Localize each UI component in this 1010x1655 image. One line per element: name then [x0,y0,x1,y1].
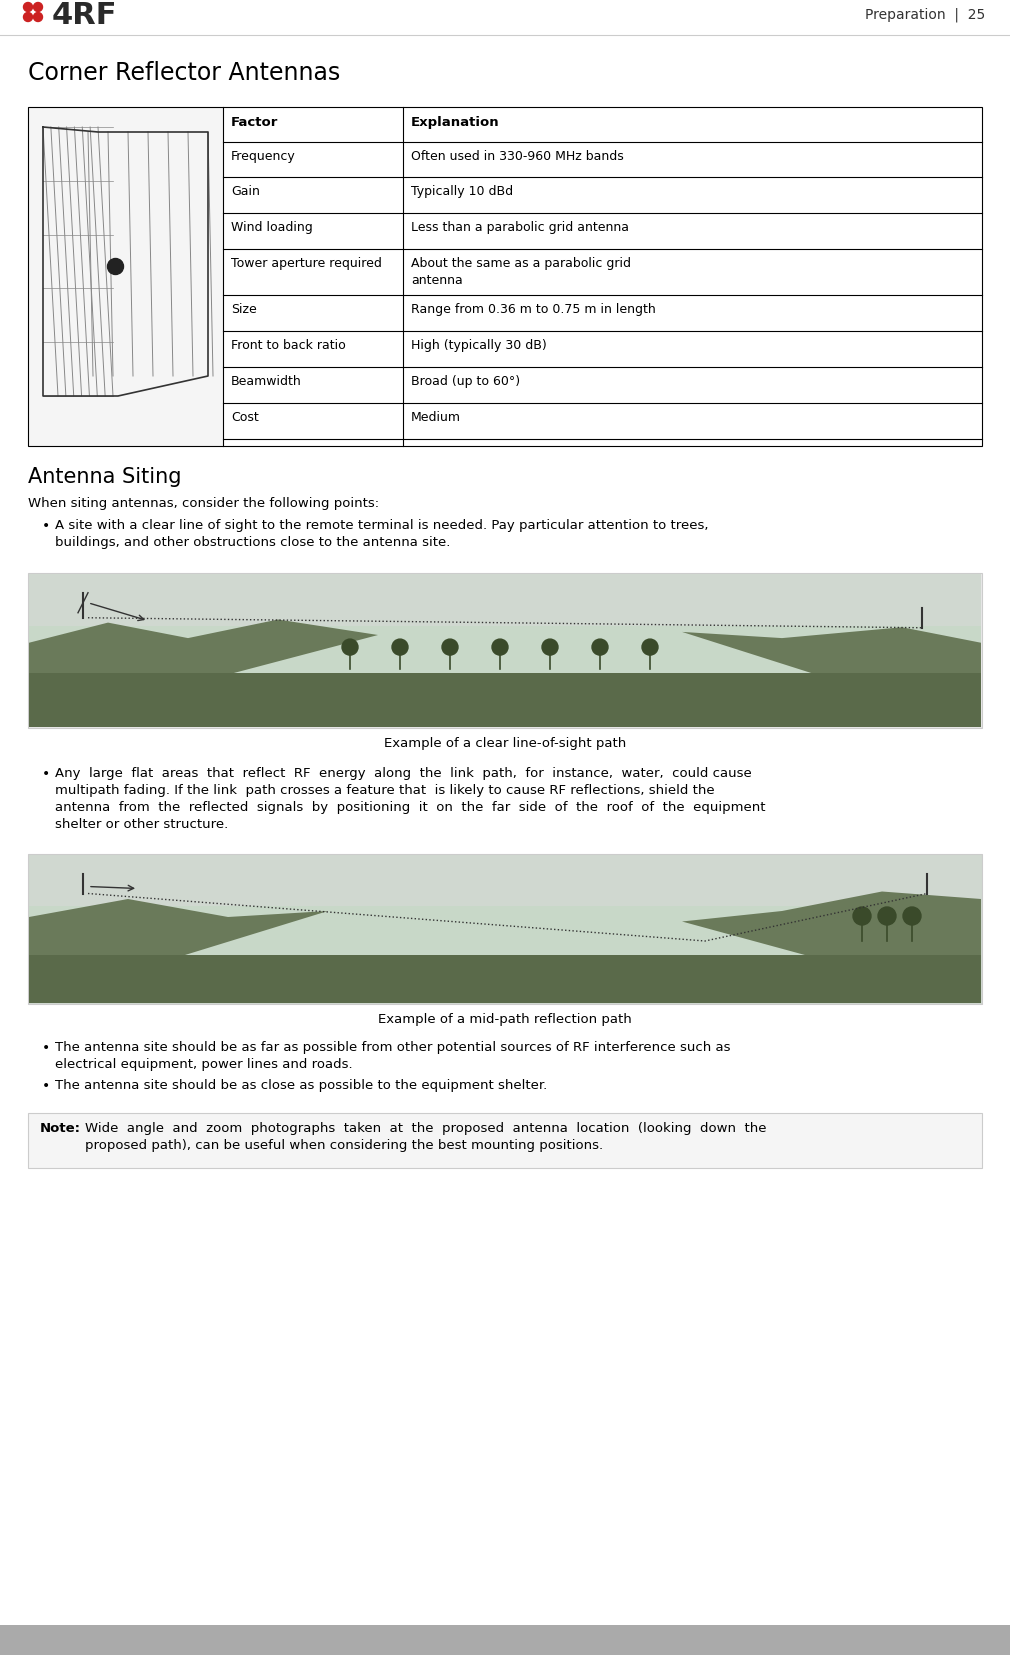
Circle shape [592,640,608,655]
Text: Antenna Siting: Antenna Siting [28,467,182,487]
Text: Medium: Medium [411,410,461,424]
Text: Wide  angle  and  zoom  photographs  taken  at  the  proposed  antenna  location: Wide angle and zoom photographs taken at… [85,1122,767,1152]
Text: Factor: Factor [231,116,279,129]
Text: Example of a clear line-of-sight path: Example of a clear line-of-sight path [384,736,626,750]
Bar [0,1625,1010,1655]
Bar [29,955,981,1003]
Text: Cost: Cost [231,410,259,424]
Circle shape [342,640,358,655]
Text: Corner Reflector Antennas: Corner Reflector Antennas [28,61,340,84]
Circle shape [903,907,921,925]
Text: High (typically 30 dB): High (typically 30 dB) [411,339,546,353]
Text: Range from 0.36 m to 0.75 m in length: Range from 0.36 m to 0.75 m in length [411,303,655,316]
Text: The antenna site should be as far as possible from other potential sources of RF: The antenna site should be as far as pos… [55,1041,730,1071]
Polygon shape [682,892,981,1003]
Circle shape [33,3,42,13]
Bar [28,1114,982,1168]
Circle shape [542,640,558,655]
Text: Often used in 330-960 MHz bands: Often used in 330-960 MHz bands [411,151,624,162]
Bar [28,854,982,1005]
Text: Gain: Gain [231,185,260,199]
Text: Front to back ratio: Front to back ratio [231,339,345,353]
Text: Size: Size [231,303,257,316]
Text: Frequency: Frequency [231,151,296,162]
Bar [29,905,981,1003]
Text: •: • [42,1041,50,1054]
Circle shape [853,907,871,925]
Circle shape [642,640,658,655]
Bar [29,627,981,728]
Polygon shape [682,627,981,728]
Text: About the same as a parabolic grid
antenna: About the same as a parabolic grid anten… [411,257,631,286]
Text: Typically 10 dBd: Typically 10 dBd [411,185,513,199]
Circle shape [392,640,408,655]
Text: Broad (up to 60°): Broad (up to 60°) [411,374,520,387]
Text: Tower aperture required: Tower aperture required [231,257,382,270]
Text: •: • [42,518,50,533]
Circle shape [33,13,42,23]
Circle shape [442,640,458,655]
Bar [28,108,223,447]
Text: •: • [42,1079,50,1092]
Polygon shape [29,621,378,728]
Text: Explanation: Explanation [411,116,500,129]
Bar [29,574,981,728]
Circle shape [107,260,123,275]
Bar [28,108,982,447]
Text: Note:: Note: [40,1122,81,1134]
Text: 4RF: 4RF [52,0,117,30]
Text: •: • [42,766,50,781]
Bar [28,574,982,728]
Polygon shape [29,899,328,1003]
Text: A site with a clear line of sight to the remote terminal is needed. Pay particul: A site with a clear line of sight to the… [55,518,708,549]
Text: When siting antennas, consider the following points:: When siting antennas, consider the follo… [28,496,379,510]
Circle shape [23,13,32,23]
Text: Any  large  flat  areas  that  reflect  RF  energy  along  the  link  path,  for: Any large flat areas that reflect RF ene… [55,766,766,831]
Text: Wind loading: Wind loading [231,220,313,233]
Bar [29,674,981,728]
Text: Beamwidth: Beamwidth [231,374,302,387]
Text: Less than a parabolic grid antenna: Less than a parabolic grid antenna [411,220,629,233]
Circle shape [492,640,508,655]
Text: Preparation  |  25: Preparation | 25 [865,8,985,22]
Text: The antenna site should be as close as possible to the equipment shelter.: The antenna site should be as close as p… [55,1079,547,1091]
Text: Aprisa XE User Manual: Aprisa XE User Manual [434,1633,576,1647]
Text: Example of a mid-path reflection path: Example of a mid-path reflection path [378,1013,632,1026]
Circle shape [878,907,896,925]
Circle shape [23,3,32,13]
